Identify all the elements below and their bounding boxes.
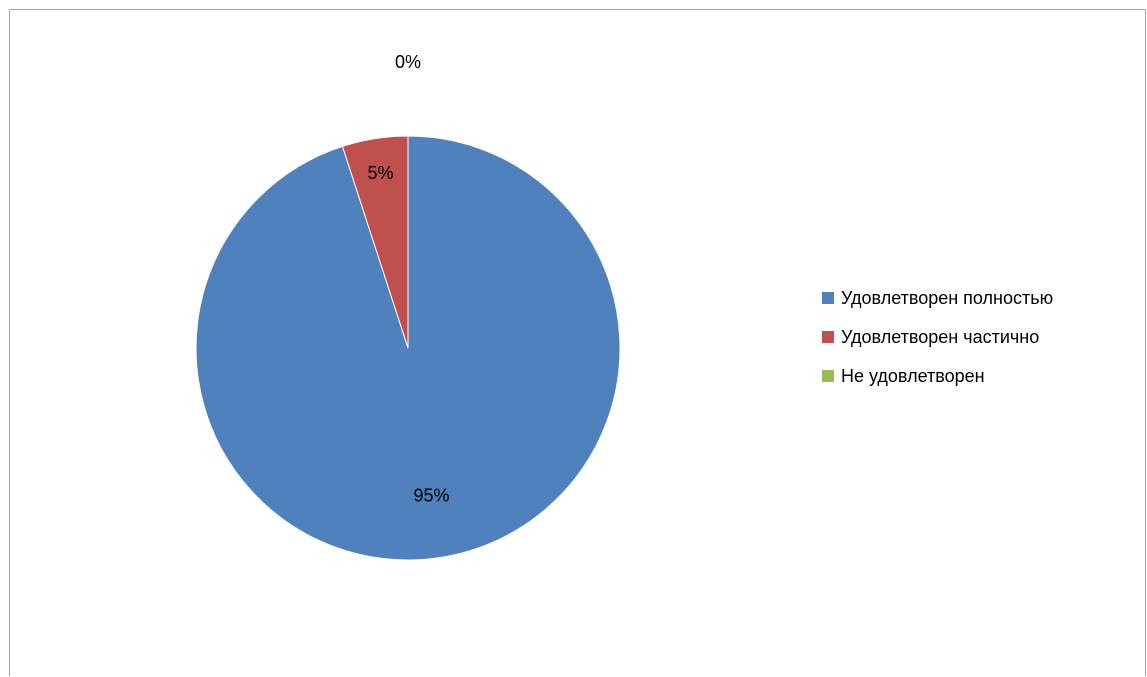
legend-label: Удовлетворен частично bbox=[841, 326, 1040, 347]
pie-slices bbox=[195, 135, 621, 561]
legend-swatch bbox=[822, 370, 834, 382]
legend-label: Не удовлетворен bbox=[841, 365, 985, 386]
legend-swatch bbox=[822, 292, 834, 304]
legend-item-partially-satisfied: Удовлетворен частично bbox=[822, 325, 1053, 349]
legend-label: Удовлетворен полностью bbox=[841, 287, 1054, 308]
legend-item-fully-satisfied: Удовлетворен полностью bbox=[822, 286, 1053, 310]
label-partially-satisfied: 5% bbox=[367, 163, 393, 183]
label-not-satisfied: 0% bbox=[395, 52, 421, 72]
legend-swatch bbox=[822, 331, 834, 343]
slice-partially-satisfied bbox=[341, 135, 409, 349]
legend: Удовлетворен полностью Удовлетворен част… bbox=[822, 286, 1053, 403]
legend-item-not-satisfied: Не удовлетворен bbox=[822, 364, 1053, 388]
pie-data-labels: 95% 5% 0% bbox=[367, 52, 449, 506]
label-fully-satisfied: 95% bbox=[414, 485, 450, 505]
